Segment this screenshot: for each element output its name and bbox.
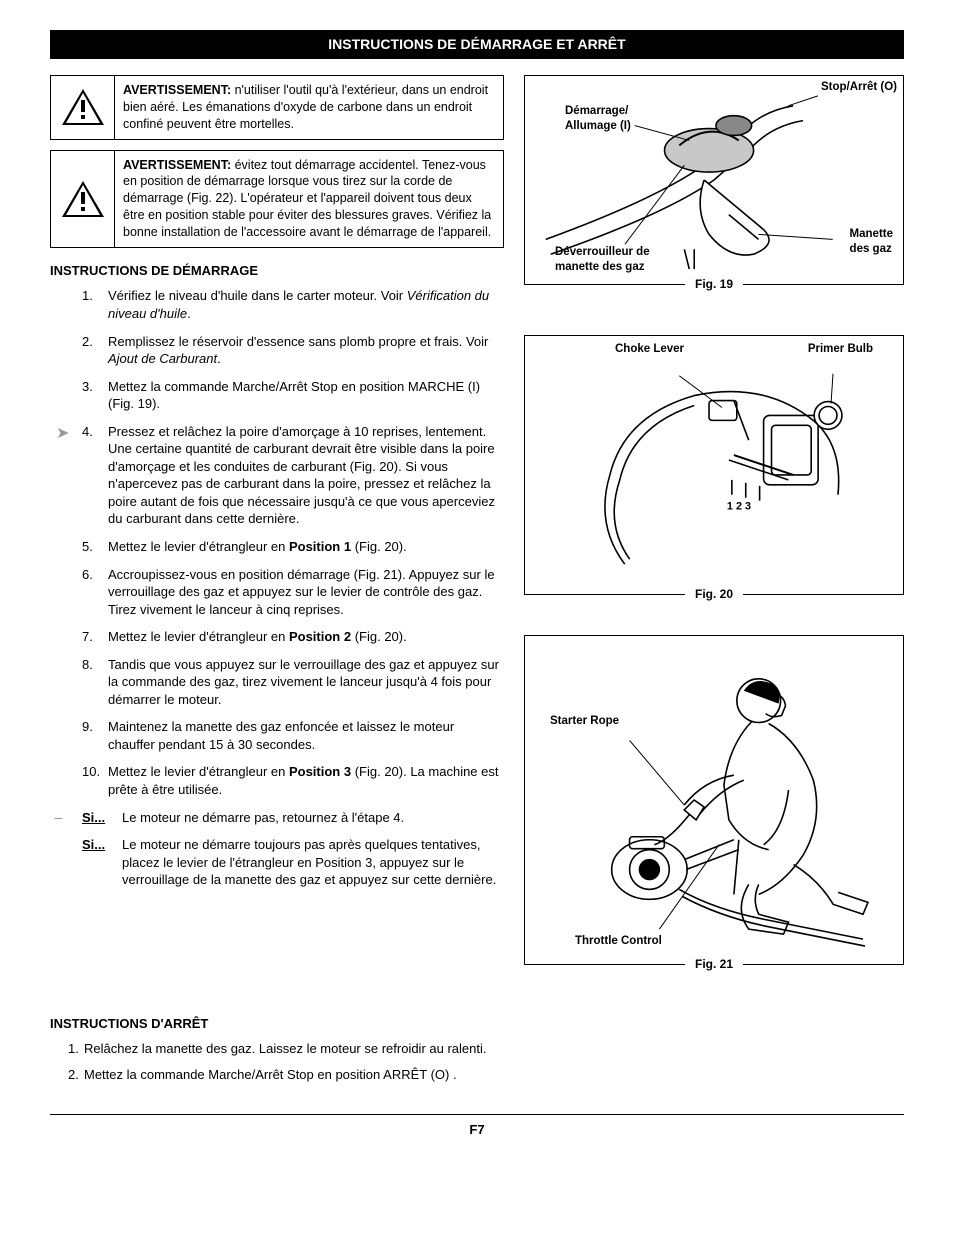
arrow-icon: ➤ [56,423,69,445]
fig19-label-stop: Stop/Arrêt (O) [821,80,897,96]
step-number: 2. [68,1066,79,1084]
arrow-icon: --- [54,809,61,827]
step-text: Mettez le levier d'étrangleur en Positio… [108,539,407,554]
si-row: Si...Le moteur ne démarre toujours pas a… [50,836,504,889]
step-number: 3. [82,378,93,396]
step-text: Remplissez le réservoir d'essence sans p… [108,334,488,349]
step-text: Mettez le levier d'étrangleur en Positio… [108,764,499,797]
figure-21: Starter Rope Throttle Control Fig. 21 [524,635,904,965]
start-heading: INSTRUCTIONS DE DÉMARRAGE [50,262,504,280]
warning-icon [51,76,115,139]
fig19-label-demarrage: Démarrage/ Allumage (I) [565,104,631,135]
main-columns: AVERTISSEMENT: n'utiliser l'outil qu'à l… [50,75,904,995]
step-text: Mettez le levier d'étrangleur en Positio… [108,629,407,644]
warning-lead: AVERTISSEMENT: [123,158,231,172]
step-italic: Ajout de Carburant [108,351,217,366]
step-text: Mettez la commande Marche/Arrêt Stop en … [108,379,480,412]
fig20-illustration: 1 2 3 [535,346,893,584]
step-item: 3.Mettez la commande Marche/Arrêt Stop e… [108,378,504,413]
si-text: Le moteur ne démarre toujours pas après … [122,836,504,889]
step-text: . [217,351,221,366]
step-text: Maintenez la manette des gaz enfoncée et… [108,719,454,752]
warning-box-2: AVERTISSEMENT: évitez tout démarrage acc… [50,150,504,248]
step-text: Accroupissez-vous en position démarrage … [108,567,495,617]
figure-19: Stop/Arrêt (O) Démarrage/ Allumage (I) D… [524,75,904,285]
right-column: Stop/Arrêt (O) Démarrage/ Allumage (I) D… [524,75,904,995]
stop-step-item: 2. Mettez la commande Marche/Arrêt Stop e… [68,1066,490,1084]
step-item: 5.Mettez le levier d'étrangleur en Posit… [108,538,504,556]
warning-icon [51,151,115,247]
step-text: Tandis que vous appuyez sur le verrouill… [108,657,499,707]
fig21-illustration [535,646,893,954]
step-item: 10.Mettez le levier d'étrangleur en Posi… [108,763,504,798]
fig21-label-starter: Starter Rope [550,714,619,730]
fig19-label-manette: Manette des gaz [850,227,893,258]
fig21-label-throttle: Throttle Control [575,934,662,950]
step-text: . [187,306,191,321]
page-footer: F7 [50,1114,904,1139]
step-number: 7. [82,628,93,646]
si-label: Si... [82,809,122,827]
warning-text-1: AVERTISSEMENT: n'utiliser l'outil qu'à l… [115,76,503,139]
fig19-caption: Fig. 19 [685,276,743,292]
step-item: 1.Vérifiez le niveau d'huile dans le car… [108,287,504,322]
step-item: 9.Maintenez la manette des gaz enfoncée … [108,718,504,753]
step-item: 8.Tandis que vous appuyez sur le verroui… [108,656,504,709]
step-item: 4.➤Pressez et relâchez la poire d'amorça… [108,423,504,528]
step-text: Relâchez la manette des gaz. Laissez le … [84,1041,486,1056]
stop-step-item: 1. Relâchez la manette des gaz. Laissez l… [68,1040,490,1058]
si-text: Le moteur ne démarre pas, retournez à l'… [122,809,404,827]
step-number: 10. [82,763,100,781]
step-text: Mettez la commande Marche/Arrêt Stop en … [84,1067,457,1082]
fig20-label-primer: Primer Bulb [808,342,873,358]
step-number: 4. [82,423,93,441]
start-steps-list: 1. Vérifiez le niveau d'huile dans le car… [50,287,504,798]
figure-20: 1 2 3 Choke Lever Primer Bulb Fig. 20 [524,335,904,595]
warning-lead: AVERTISSEMENT: [123,83,231,97]
step-number: 5. [82,538,93,556]
step-text: Pressez et relâchez la poire d'amorçage … [108,424,495,527]
stop-steps-list: 1. Relâchez la manette des gaz. Laissez l… [50,1040,490,1083]
step-number: 1. [68,1040,79,1058]
step-item: 2.Remplissez le réservoir d'essence sans… [108,333,504,368]
step-number: 2. [82,333,93,351]
step-item: 6.Accroupissez-vous en position démarrag… [108,566,504,619]
stop-heading: INSTRUCTIONS D'ARRÊT [50,1015,490,1033]
si-label: Si... [82,836,122,889]
stop-section: INSTRUCTIONS D'ARRÊT 1. Relâchez la manet… [50,1015,490,1084]
left-column: AVERTISSEMENT: n'utiliser l'outil qu'à l… [50,75,504,995]
page-title-bar: INSTRUCTIONS DE DÉMARRAGE ET ARRÊT [50,30,904,59]
step-number: 6. [82,566,93,584]
step-number: 9. [82,718,93,736]
warning-box-1: AVERTISSEMENT: n'utiliser l'outil qu'à l… [50,75,504,140]
step-number: 1. [82,287,93,305]
fig20-nums: 1 2 3 [727,501,751,513]
fig21-caption: Fig. 21 [685,956,743,972]
step-item: 7.Mettez le levier d'étrangleur en Posit… [108,628,504,646]
fig20-caption: Fig. 20 [685,586,743,602]
warning-text-2: AVERTISSEMENT: évitez tout démarrage acc… [115,151,503,247]
step-number: 8. [82,656,93,674]
fig20-label-choke: Choke Lever [615,342,684,358]
fig19-label-deverrou: Déverrouilleur de manette des gaz [555,245,650,276]
step-text: Vérifiez le niveau d'huile dans le carte… [108,288,407,303]
si-row: --- Si...Le moteur ne démarre pas, retour… [50,809,504,827]
